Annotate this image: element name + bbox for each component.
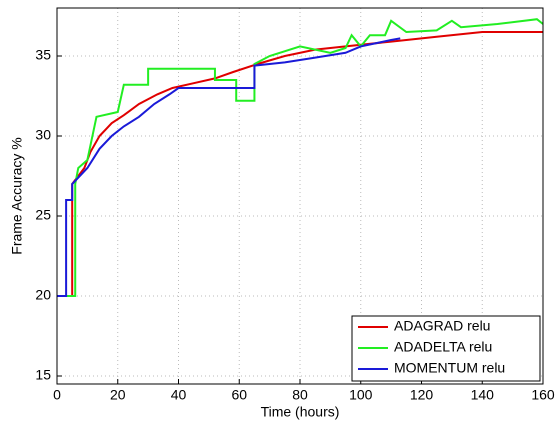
legend-label: ADADELTA relu <box>394 339 492 355</box>
y-axis-label: Frame Accuracy % <box>9 137 25 254</box>
legend-label: ADAGRAD relu <box>394 318 490 334</box>
x-tick-label: 20 <box>110 387 126 403</box>
x-tick-label: 140 <box>471 387 495 403</box>
x-tick-label: 60 <box>231 387 247 403</box>
y-tick-label: 15 <box>35 367 51 383</box>
y-tick-label: 35 <box>35 47 51 63</box>
x-tick-label: 80 <box>292 387 308 403</box>
y-tick-label: 20 <box>35 287 51 303</box>
x-tick-label: 120 <box>410 387 434 403</box>
x-tick-label: 100 <box>349 387 373 403</box>
legend-label: MOMENTUM relu <box>394 360 505 376</box>
series-line <box>57 31 543 297</box>
x-tick-label: 0 <box>53 387 61 403</box>
x-tick-label: 160 <box>531 387 555 403</box>
series-line <box>57 18 544 297</box>
y-tick-label: 25 <box>35 207 51 223</box>
y-tick-label: 30 <box>35 127 51 143</box>
plot-frame <box>56 7 544 385</box>
series-line <box>57 37 401 297</box>
x-axis-label: Time (hours) <box>261 404 340 420</box>
x-tick-label: 40 <box>171 387 187 403</box>
